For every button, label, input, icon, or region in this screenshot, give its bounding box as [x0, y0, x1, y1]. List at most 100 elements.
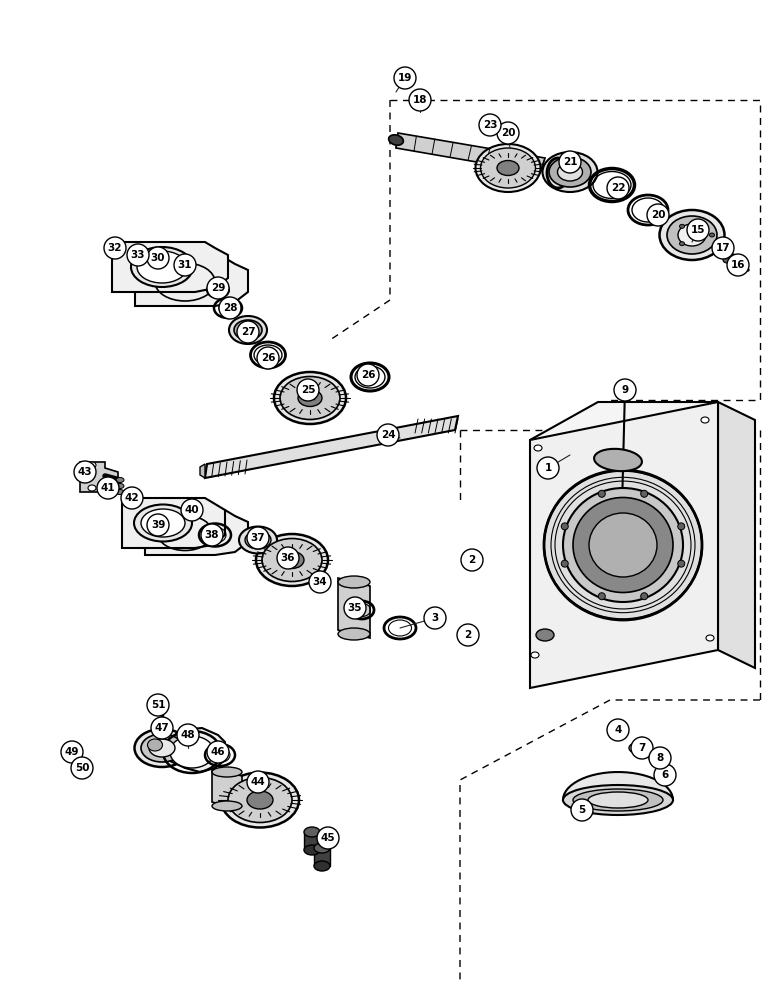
Text: 40: 40 — [185, 505, 199, 515]
Ellipse shape — [149, 739, 175, 757]
Ellipse shape — [563, 785, 673, 815]
Ellipse shape — [116, 484, 124, 488]
Circle shape — [377, 424, 399, 446]
Circle shape — [201, 524, 223, 546]
Ellipse shape — [589, 513, 657, 577]
Circle shape — [344, 597, 366, 619]
Ellipse shape — [667, 216, 717, 254]
Ellipse shape — [314, 843, 330, 853]
Ellipse shape — [598, 593, 605, 600]
Circle shape — [207, 277, 229, 299]
Ellipse shape — [464, 555, 472, 561]
Ellipse shape — [594, 449, 642, 471]
Circle shape — [631, 737, 653, 759]
Text: 20: 20 — [651, 210, 665, 220]
Ellipse shape — [544, 470, 702, 620]
Ellipse shape — [240, 324, 256, 336]
Text: 17: 17 — [716, 243, 730, 253]
Circle shape — [571, 799, 593, 821]
Polygon shape — [530, 402, 718, 688]
Polygon shape — [718, 402, 755, 668]
Text: 42: 42 — [125, 493, 139, 503]
Circle shape — [614, 379, 636, 401]
Ellipse shape — [141, 509, 185, 537]
Ellipse shape — [338, 576, 370, 588]
Text: 51: 51 — [151, 700, 165, 710]
Polygon shape — [396, 133, 545, 173]
Circle shape — [607, 719, 629, 741]
Ellipse shape — [134, 504, 192, 542]
Text: 23: 23 — [482, 120, 497, 130]
Text: 24: 24 — [381, 430, 395, 440]
Text: 4: 4 — [615, 725, 621, 735]
Ellipse shape — [615, 728, 621, 732]
Ellipse shape — [629, 742, 651, 754]
Ellipse shape — [536, 629, 554, 641]
Circle shape — [479, 114, 501, 136]
Ellipse shape — [557, 163, 583, 181]
Circle shape — [497, 122, 519, 144]
Text: 7: 7 — [638, 743, 645, 753]
Ellipse shape — [612, 726, 624, 734]
Ellipse shape — [464, 629, 472, 635]
Circle shape — [357, 364, 379, 386]
Circle shape — [147, 514, 169, 536]
Ellipse shape — [563, 488, 683, 602]
Ellipse shape — [134, 729, 189, 767]
Circle shape — [74, 461, 96, 483]
Ellipse shape — [549, 157, 591, 187]
Circle shape — [607, 177, 629, 199]
Ellipse shape — [388, 135, 403, 145]
Polygon shape — [145, 510, 248, 555]
Circle shape — [424, 607, 446, 629]
Circle shape — [394, 67, 416, 89]
Text: 6: 6 — [662, 770, 669, 780]
Ellipse shape — [280, 552, 304, 568]
Text: 31: 31 — [178, 260, 192, 270]
Ellipse shape — [251, 535, 265, 545]
Text: 8: 8 — [656, 753, 664, 763]
Ellipse shape — [298, 389, 322, 406]
Ellipse shape — [234, 320, 262, 340]
Ellipse shape — [137, 251, 187, 283]
Text: 34: 34 — [313, 577, 327, 587]
Ellipse shape — [229, 316, 267, 344]
Ellipse shape — [125, 494, 135, 502]
Ellipse shape — [497, 160, 519, 176]
Ellipse shape — [256, 534, 328, 586]
Ellipse shape — [113, 244, 123, 251]
Ellipse shape — [134, 252, 141, 257]
Circle shape — [219, 297, 241, 319]
Polygon shape — [304, 832, 320, 850]
Text: 39: 39 — [151, 520, 165, 530]
Ellipse shape — [338, 628, 370, 640]
Ellipse shape — [476, 144, 540, 192]
Text: 50: 50 — [75, 763, 90, 773]
Ellipse shape — [619, 508, 625, 512]
Ellipse shape — [131, 247, 193, 287]
Circle shape — [71, 757, 93, 779]
Circle shape — [177, 724, 199, 746]
Ellipse shape — [280, 376, 340, 420]
Circle shape — [151, 717, 173, 739]
Circle shape — [104, 237, 126, 259]
Text: 35: 35 — [347, 603, 362, 613]
Ellipse shape — [480, 148, 536, 188]
Ellipse shape — [66, 748, 78, 756]
Text: 36: 36 — [281, 553, 295, 563]
Text: 18: 18 — [413, 95, 427, 105]
Ellipse shape — [228, 778, 292, 822]
Polygon shape — [80, 462, 118, 496]
Polygon shape — [135, 258, 248, 306]
Circle shape — [247, 771, 269, 793]
Circle shape — [559, 151, 581, 173]
Ellipse shape — [659, 210, 724, 260]
Circle shape — [247, 527, 269, 549]
Circle shape — [257, 347, 279, 369]
Text: 47: 47 — [154, 723, 169, 733]
Text: 29: 29 — [211, 283, 225, 293]
Circle shape — [537, 457, 559, 479]
Text: 19: 19 — [398, 73, 412, 83]
Text: 44: 44 — [251, 777, 266, 787]
Text: 30: 30 — [151, 253, 165, 263]
